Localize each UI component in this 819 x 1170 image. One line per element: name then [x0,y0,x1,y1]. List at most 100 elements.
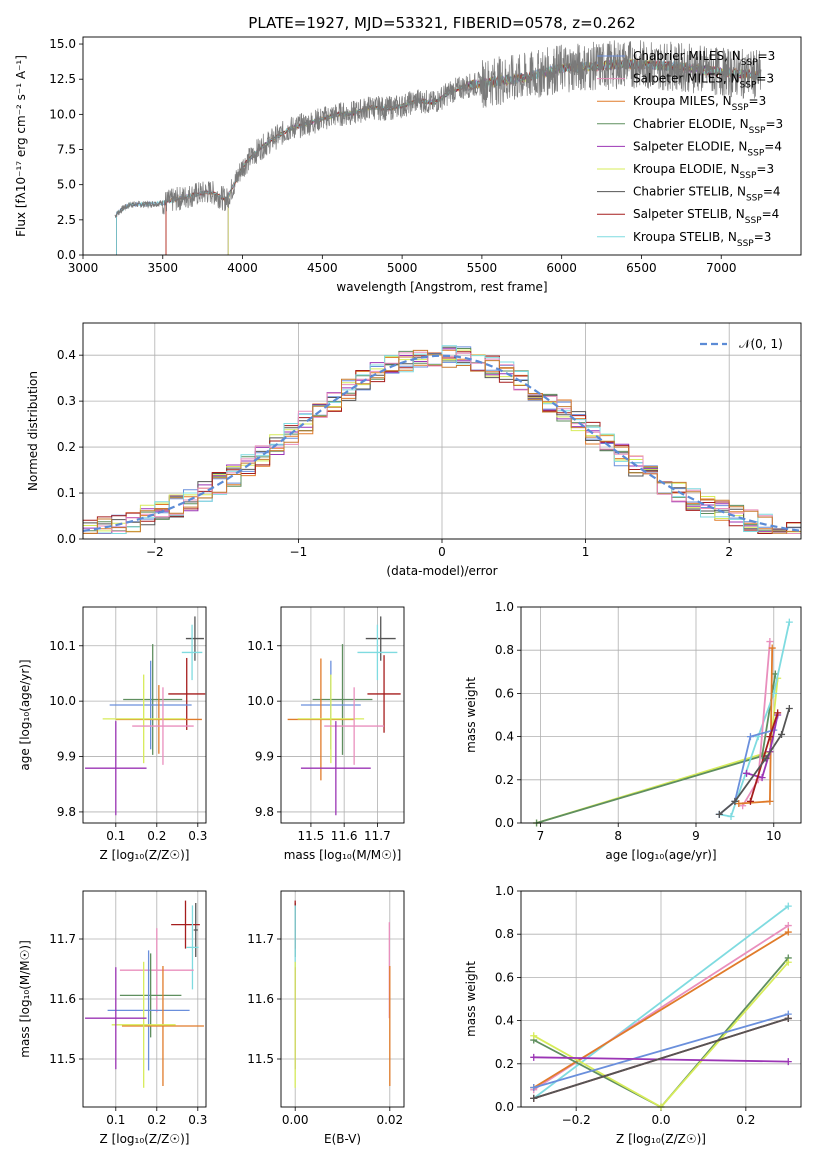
weight-marker [766,638,774,646]
weight-marker [530,1032,538,1040]
mass-vs-metallicity-panel: 0.1 0.2 0.3 11.5 11.6 11.7 Z [log₁₀(Z/Z☉)] mass… [18,890,207,1146]
x-tick-label: −2 [146,545,164,559]
y-tick-label: 11.6 [49,992,76,1006]
y-tick-label: 0.6 [495,970,514,984]
weight-marker [766,733,774,741]
grid [521,606,801,824]
observed-spectrum-line [114,40,762,218]
weight-marker [530,1084,538,1092]
weight-marker [785,705,793,713]
y-tick-label: 0.0 [495,1100,514,1114]
y-tick-label: 9.8 [255,805,274,819]
y-tick-label: 7.5 [57,143,76,157]
weight-marker [768,644,776,652]
y-tick-label: 10.0 [49,107,76,121]
axes-frame [82,890,207,1108]
weight-marker [784,1014,792,1022]
weight-line [533,1013,789,1089]
age-vs-metallicity-panel: 0.1 0.2 0.3 9.8 9.9 10.0 10.1 Z [log₁₀(Z/Z☉)] ag… [18,606,207,862]
x-tick-label: 10 [766,829,781,843]
x-tick-label: 3000 [68,261,99,275]
grid [83,891,206,1107]
y-tick-label: 0.0 [57,248,76,262]
y-tick-label: 0.8 [495,927,514,941]
y-tick-label: 9.9 [57,750,76,764]
x-tick-label: 0 [438,545,446,559]
weight-marker [784,1058,792,1066]
y-tick-label: 0.6 [495,686,514,700]
model-spectrum-line [227,57,761,255]
legend-entry: Salpeter ELODIE, NSSP=4 [633,139,782,158]
x-axis-label: E(B-V) [324,1132,361,1146]
weight-marker [731,797,739,805]
grid [281,891,404,1107]
x-tick-label: −0.2 [562,1113,591,1127]
weight-line [536,678,779,824]
weight-marker [715,810,723,818]
x-tick-label: 5000 [387,261,418,275]
x-tick-label: 4000 [227,261,258,275]
axes-frame [520,890,802,1108]
weight-vs-metallicity-panel: −0.2 0.0 0.2 0.0 0.2 0.4 0.6 0.8 1.0 Z [log₁₀(Z/Z… [464,884,802,1146]
spectrum-panel: 3000 3500 4000 4500 5000 5500 6000 6500 7000 0.0 2… [14,36,802,294]
weight-marker [743,769,751,777]
y-tick-label: 10.0 [49,694,76,708]
grid [521,890,801,1108]
y-axis-label: mass [log₁₀(M/M☉)] [18,940,32,1058]
legend-entry: Chabrier ELODIE, NSSP=3 [633,117,783,136]
x-tick-label: 0.00 [282,1113,309,1127]
y-tick-label: 11.5 [247,1052,274,1066]
y-tick-label: 0.2 [495,1057,514,1071]
x-tick-label: 4500 [307,261,338,275]
y-tick-label: 2.5 [57,213,76,227]
model-spectrum-line [227,58,761,255]
x-axis-label: mass [log₁₀(M/M☉)] [284,848,402,862]
x-tick-label: 0.1 [106,1113,125,1127]
y-tick-label: 0.8 [495,643,514,657]
y-tick-label: 9.8 [57,805,76,819]
y-tick-label: 10.0 [247,694,274,708]
y-tick-label: 12.5 [49,72,76,86]
x-tick-label: 0.1 [106,829,125,843]
x-tick-label: 0.3 [188,829,207,843]
y-tick-label: 1.0 [495,884,514,898]
x-tick-label: 0.2 [147,1113,166,1127]
histogram-step-line [82,349,801,539]
x-axis-label: age [log₁₀(age/yr)] [605,848,716,862]
axes-frame [280,890,405,1108]
y-tick-label: 0.4 [57,348,76,362]
weight-marker [735,800,743,808]
x-tick-label: 9 [692,829,700,843]
axes-frame [82,322,802,540]
y-tick-label: 9.9 [255,750,274,764]
weight-marker [762,754,770,762]
axes-frame [82,606,207,824]
spectrum-lines [114,40,762,255]
x-tick-label: 2 [725,545,733,559]
weight-line [718,708,791,816]
x-tick-label: 11.5 [298,829,325,843]
model-spectrum-line [227,59,761,255]
grid [83,607,206,823]
weight-marker [758,774,766,782]
weight-marker [530,1094,538,1102]
y-tick-label: 11.7 [247,932,274,946]
y-tick-label: 0.2 [57,440,76,454]
y-tick-label: 1.0 [495,600,514,614]
x-tick-label: 11.7 [364,829,391,843]
y-tick-label: 0.1 [57,486,76,500]
mass-vs-extinction-panel: 0.00 0.02 11.5 11.6 11.7 E(B-V) [247,890,405,1146]
y-tick-label: 0.0 [57,532,76,546]
age-vs-mass-panel: 11.5 11.6 11.7 9.8 9.9 10.0 10.1 mass [log₁₀(M/… [247,606,405,862]
weight-line [533,1056,789,1063]
legend-entry: Kroupa MILES, NSSP=3 [633,94,766,113]
legend-entry: Kroupa ELODIE, NSSP=3 [633,162,774,181]
y-tick-label: 5.0 [57,178,76,192]
y-tick-label: 11.7 [49,932,76,946]
y-axis-label: age [log₁₀(age/yr)] [18,659,32,770]
weight-marker [778,730,786,738]
weight-marker [774,709,782,717]
weight-marker [784,922,792,930]
x-axis-label: Z [log₁₀(Z/Z☉)] [100,848,190,862]
weight-marker [785,618,793,626]
